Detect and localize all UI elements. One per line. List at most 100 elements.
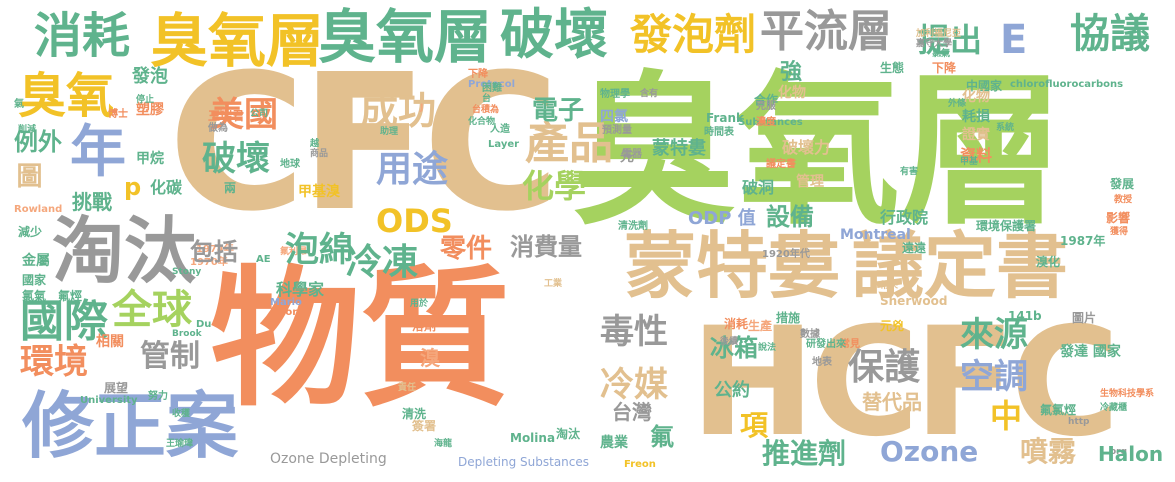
word: 減少 [18, 225, 43, 239]
word: 破洞 [742, 178, 775, 197]
word: Pont [278, 307, 305, 318]
word: 強 [780, 60, 803, 85]
word: 台積為 [472, 105, 500, 115]
word: 措施 [776, 311, 801, 325]
word: 淘汰 [52, 209, 197, 293]
word: 臭氧層 [318, 3, 493, 71]
word: E [1000, 17, 1028, 63]
word: 相關 [96, 334, 124, 350]
word: 發泡劑 [630, 10, 757, 59]
word: AE [256, 254, 271, 265]
word: 消耗 [34, 8, 131, 64]
word: 修正案 [22, 384, 239, 468]
word: 1920年代 [762, 249, 810, 260]
word: 破壞力 [782, 138, 831, 157]
word: 141b [1008, 309, 1042, 323]
word: 後續 [720, 337, 739, 347]
word: 電器 [622, 149, 642, 160]
word: 發泡 [132, 66, 168, 87]
word: 中國家 [966, 79, 1003, 93]
word: http [1068, 417, 1090, 427]
word: 氟 [650, 423, 674, 451]
word: 1974年 [196, 244, 234, 255]
word: Depleting Substances [458, 455, 590, 469]
word: 圖 [12, 162, 42, 188]
word: 1987年 [1060, 234, 1106, 248]
word: 消費量 [510, 233, 582, 261]
word: Ozone [880, 435, 979, 468]
word: 地球 [280, 159, 300, 170]
word: 化物 [778, 85, 806, 101]
word: 化物 [962, 89, 990, 105]
word: 例外 [14, 128, 62, 156]
word: 工業 [544, 279, 563, 289]
word: 化學 [522, 167, 587, 205]
word: 噴霧 [1020, 435, 1077, 468]
word: 克服 [756, 101, 776, 112]
word: 管制 [140, 339, 200, 374]
word: 台 [482, 94, 492, 104]
word: 預測量 [602, 125, 632, 136]
word: 商品 [310, 149, 329, 159]
word: 塑膠 [136, 102, 164, 118]
word: 來源 [960, 315, 1028, 355]
word: 有害 [900, 167, 919, 177]
word: Stony [172, 267, 202, 277]
word: 溴 [420, 346, 440, 370]
word: 化合物 [468, 117, 496, 127]
word: 含有 [640, 89, 659, 99]
word: 推進劑 [762, 437, 847, 470]
word: 資料 [960, 146, 993, 165]
word: 科學家 [276, 280, 325, 299]
word: 台灣 [612, 400, 652, 424]
word: 冷媒 [600, 365, 668, 405]
word: 蒙特婁 [652, 138, 706, 159]
word: 清洗 [402, 407, 427, 421]
word: 收穫 [172, 409, 191, 419]
word: 先 [620, 149, 634, 165]
word: 環境 [20, 342, 88, 382]
word: 美國 [210, 95, 278, 135]
word: J [420, 103, 424, 113]
word: 金屬 [22, 253, 50, 269]
word: 常見 [840, 339, 860, 350]
word: 元兇 [880, 319, 905, 333]
word: Halon [1098, 442, 1164, 466]
word: 越 [310, 139, 320, 149]
word: 外條 [948, 99, 967, 109]
word: 環境保護署 [976, 219, 1037, 233]
word: 設備 [766, 203, 814, 231]
word: 用於 [410, 299, 429, 309]
word: 產品 [525, 118, 613, 169]
word: 農業 [600, 435, 628, 451]
word: 中 [990, 397, 1023, 435]
word: 協議 [1070, 11, 1150, 57]
word: 淘汰 [556, 427, 581, 441]
word: 破壞 [202, 139, 270, 179]
word: 生產 [748, 319, 773, 333]
word: 影響 [1106, 211, 1131, 225]
word: 空調 [960, 357, 1028, 397]
word: 行政院 [880, 208, 929, 227]
word: 包括 [190, 238, 238, 266]
word: 做為 [208, 123, 228, 134]
word: 甲基溴 [298, 184, 340, 200]
word: Montreal [840, 227, 911, 243]
word: org [1110, 447, 1128, 457]
word: 臭氧層 [572, 56, 1065, 247]
word: 氯氣 [932, 49, 951, 59]
word: HCFC [690, 296, 1120, 470]
word: 責任 [398, 383, 417, 393]
word: 生態 [880, 61, 905, 75]
word: 議定書 [766, 159, 796, 170]
word: 毒性 [600, 312, 668, 352]
word: chlorofluorocarbons [1010, 79, 1124, 90]
word: 公約 [714, 380, 750, 401]
word: 加利福尼亞 [916, 29, 962, 39]
word: 簽署 [412, 419, 437, 433]
word: 合作 [754, 93, 779, 107]
word: 下降 [468, 69, 488, 80]
word: 臭氧層 [150, 7, 325, 75]
word: 破壞 [500, 3, 608, 66]
